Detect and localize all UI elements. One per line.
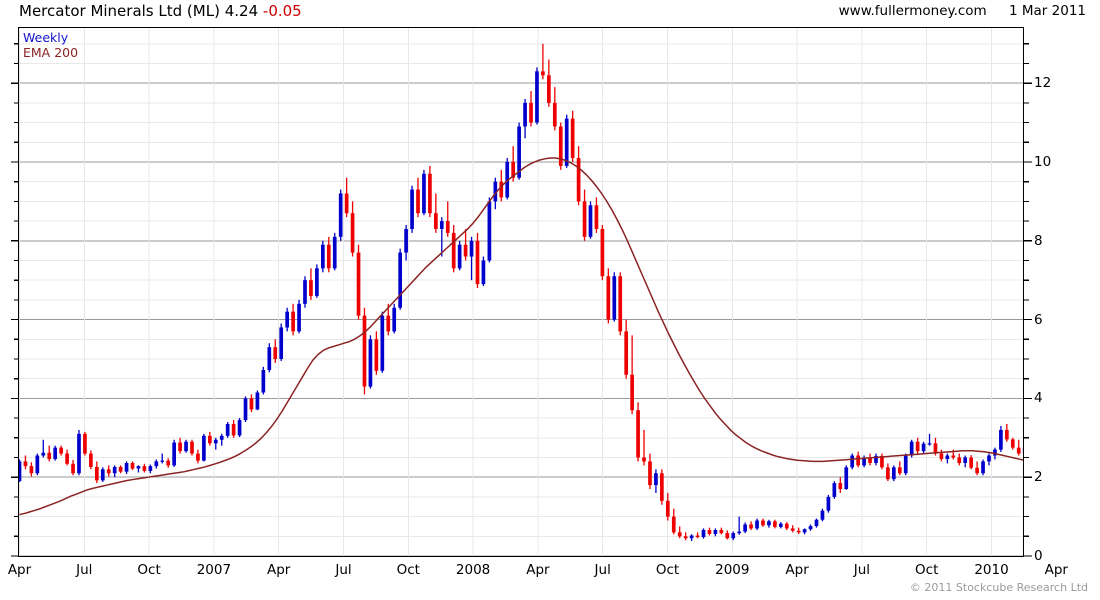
grid-layer xyxy=(19,28,1023,556)
y-axis-tick-label: 12 xyxy=(1034,75,1052,92)
y-axis-tick-label: 4 xyxy=(1034,390,1043,407)
y-axis-tick-label: 10 xyxy=(1034,153,1052,170)
chart-header: Mercator Minerals Ltd (ML) 4.24 -0.05 ww… xyxy=(0,0,1100,27)
page-title: Mercator Minerals Ltd (ML) 4.24 -0.05 xyxy=(19,2,302,20)
x-axis-tick-label: Jul xyxy=(594,562,611,578)
data-layer xyxy=(19,43,1023,542)
chart-date: 1 Mar 2011 xyxy=(1009,3,1086,19)
y-axis-tick-label: 6 xyxy=(1034,311,1043,328)
x-axis-tick-label: 2010 xyxy=(974,562,1009,578)
y-axis-tick-label: 2 xyxy=(1034,469,1043,486)
x-axis-tick-label: Jul xyxy=(76,562,93,578)
chart-plot-area xyxy=(18,27,1024,557)
x-axis-tick-label: 2008 xyxy=(455,562,491,578)
x-axis-tick-label: 2009 xyxy=(715,562,750,578)
instrument-name: Mercator Minerals Ltd (ML) xyxy=(19,2,220,20)
x-axis-tick-label: Jul xyxy=(853,562,871,578)
y-axis-ticks-left xyxy=(11,43,19,557)
y-axis-tick-label: 0 xyxy=(1034,548,1043,564)
x-axis-tick-label: Apr xyxy=(267,562,291,578)
last-price: 4.24 xyxy=(224,2,259,20)
chart-legend: Weekly EMA 200 xyxy=(23,30,78,60)
copyright-notice: © 2011 Stockcube Research Ltd xyxy=(909,581,1088,594)
x-axis-tick-label: Apr xyxy=(785,562,809,578)
y-axis-tick-label: 8 xyxy=(1034,232,1043,249)
x-axis-tick-label: Oct xyxy=(396,562,420,578)
source-website: www.fullermoney.com xyxy=(838,3,987,19)
legend-item-ema200: EMA 200 xyxy=(23,45,79,60)
x-axis-tick-label: Apr xyxy=(7,562,32,578)
x-axis-tick-label: Jul xyxy=(335,562,352,578)
x-axis-tick-label: Oct xyxy=(137,562,161,578)
legend-item-weekly: Weekly xyxy=(23,30,69,45)
price-change: -0.05 xyxy=(262,2,302,20)
x-axis-tick-label: 2007 xyxy=(196,562,232,578)
y-axis-ticks xyxy=(1024,43,1032,557)
x-axis-tick-label: Oct xyxy=(655,562,680,578)
header-right: www.fullermoney.com 1 Mar 2011 xyxy=(839,3,1086,19)
x-axis-tick-label: Apr xyxy=(526,562,550,578)
x-axis-tick-label: Oct xyxy=(915,562,939,578)
x-axis-tick-label: Apr xyxy=(1044,562,1068,578)
